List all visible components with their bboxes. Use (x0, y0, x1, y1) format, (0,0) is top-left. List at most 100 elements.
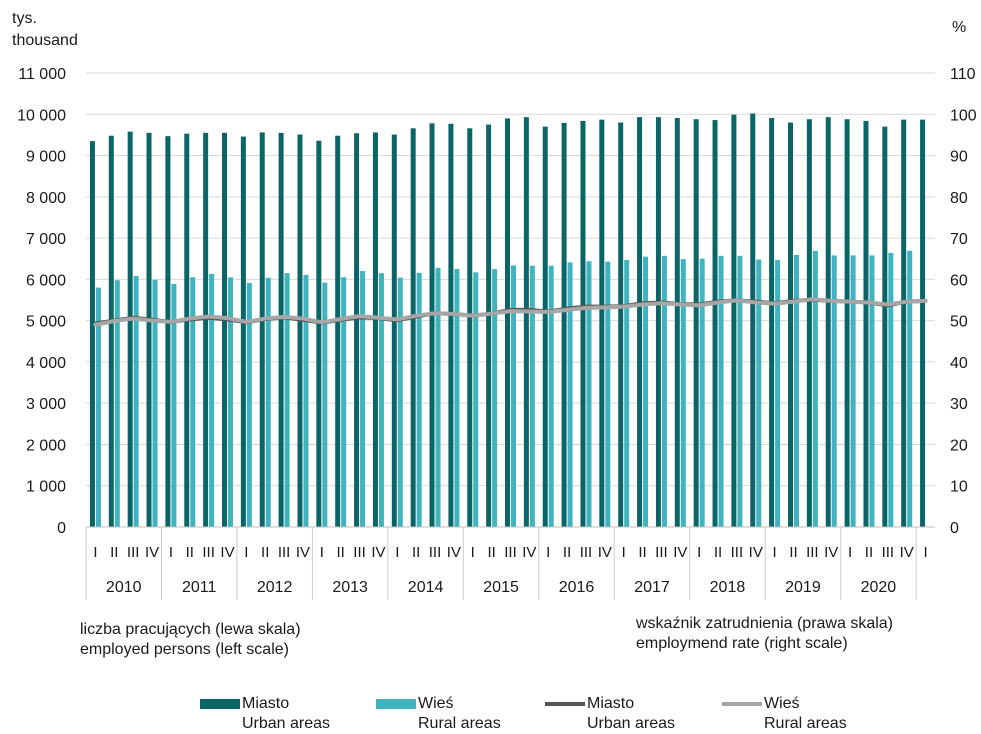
bar-urban (184, 133, 190, 528)
quarter-label: I (320, 544, 324, 561)
quarter-label: I (923, 544, 927, 561)
legend-label: Wieś Rural areas (764, 694, 847, 734)
bar-rural (303, 274, 309, 527)
bar-urban (712, 120, 718, 528)
bar-rural (209, 274, 215, 527)
bar-urban (165, 136, 171, 527)
legend-label-line2: Rural areas (764, 715, 847, 732)
bar-urban (146, 132, 152, 527)
bar-rural (661, 255, 667, 527)
bar-rural (869, 255, 875, 527)
bar-urban (429, 123, 435, 527)
quarter-label: I (471, 544, 475, 561)
bar-rural (699, 258, 705, 527)
bar-urban (580, 120, 586, 527)
bar-rural (171, 283, 177, 527)
quarter-label: II (487, 544, 495, 561)
bar-urban (335, 135, 341, 528)
bar-urban (920, 119, 926, 527)
bar-rural (888, 252, 894, 527)
quarter-label: I (395, 544, 399, 561)
bar-rural (624, 259, 630, 527)
bar-rural (378, 273, 384, 527)
bar-rural (680, 259, 686, 527)
quarter-label: III (202, 544, 215, 561)
bar-rural (473, 272, 479, 527)
right-axis-tick-label: 30 (950, 396, 968, 413)
quarter-label: IV (824, 544, 838, 561)
quarter-label: III (278, 544, 291, 561)
right-axis-tick-label: 80 (950, 190, 968, 207)
bar-urban (89, 141, 95, 527)
bar-urban (882, 126, 888, 528)
left-axis-tick-label: 1 000 (26, 479, 66, 496)
right-axis-tick-label: 110 (950, 66, 976, 83)
quarter-label: IV (900, 544, 914, 561)
quarter-label: I (93, 544, 97, 561)
bar-rural (341, 277, 347, 527)
quarter-label: II (186, 544, 194, 561)
bar-urban (825, 117, 831, 527)
quarter-label: I (169, 544, 173, 561)
left-axis-tick-label: 0 (57, 520, 66, 537)
right-axis-tick-label: 100 (950, 107, 977, 124)
left-axis-tick-label: 8 000 (26, 190, 66, 207)
bar-urban (222, 132, 227, 527)
bar-urban (788, 122, 793, 527)
quarter-label: III (806, 544, 819, 561)
bar-rural (812, 250, 818, 527)
year-label: 2013 (332, 579, 368, 596)
bar-urban (203, 132, 209, 527)
quarter-label: IV (673, 544, 687, 561)
bar-rural (416, 272, 422, 527)
quarter-label: I (622, 544, 626, 561)
bar-urban (844, 119, 850, 527)
right-axis-tick-label: 10 (950, 479, 968, 496)
legend-label-line1: Wieś (764, 695, 800, 712)
left-axis-tick-label: 10 000 (17, 107, 66, 124)
right-axis-ticks: 0 10 20 30 40 50 60 70 80 90 100 110 (950, 66, 977, 537)
bar-urban (278, 132, 284, 527)
quarter-label: II (261, 544, 269, 561)
bar-urban (693, 119, 699, 527)
bar-urban (391, 134, 397, 527)
right-axis-tick-label: 70 (950, 231, 968, 248)
right-note-line1: wskaźnik zatrudnienia (prawa skala) (636, 615, 893, 632)
right-axis-tick-label: 40 (950, 355, 968, 372)
chart-svg: tys. thousand % 0 1 000 2 000 3 000 4 000 5 0… (12, 10, 977, 600)
left-note-line2: employed persons (left scale) (80, 641, 289, 658)
bar-rural (246, 283, 252, 527)
year-label: 2012 (257, 579, 293, 596)
bar-urban (410, 128, 416, 527)
left-note-line1: liczba pracujących (lewa skala) (80, 621, 301, 638)
quarter-label: III (353, 544, 366, 561)
bar-rural (850, 255, 856, 527)
bar-rural (265, 277, 271, 527)
right-axis-tick-label: 0 (950, 520, 959, 537)
bar-urban (316, 140, 322, 527)
x-axis: 2010 2011 2012 2013 2014 2015 2016 2017 2018 2019… (85, 526, 935, 600)
bar-urban (806, 119, 812, 527)
bar-rural (228, 277, 233, 527)
bar-rural (737, 255, 743, 527)
bar-series (89, 113, 926, 528)
bar-urban (674, 117, 680, 528)
left-axis-tick-label: 2 000 (26, 437, 66, 454)
left-axis-unit-line2: thousand (12, 32, 78, 49)
quarter-label: IV (447, 544, 461, 561)
legend-swatch-urban-line (545, 702, 585, 706)
bar-urban (731, 114, 737, 527)
bar-rural (322, 282, 328, 527)
quarter-label: II (714, 544, 722, 561)
bar-urban (372, 132, 378, 527)
quarter-label: II (110, 544, 118, 561)
right-axis-tick-label: 90 (950, 149, 968, 166)
left-axis-tick-label: 5 000 (26, 314, 66, 331)
year-label: 2017 (634, 579, 670, 596)
year-label: 2018 (710, 579, 746, 596)
legend-swatch-urban-bars (200, 699, 240, 709)
quarter-label: III (882, 544, 895, 561)
quarter-label: I (848, 544, 852, 561)
bar-rural (435, 267, 441, 527)
quarter-label: II (412, 544, 420, 561)
